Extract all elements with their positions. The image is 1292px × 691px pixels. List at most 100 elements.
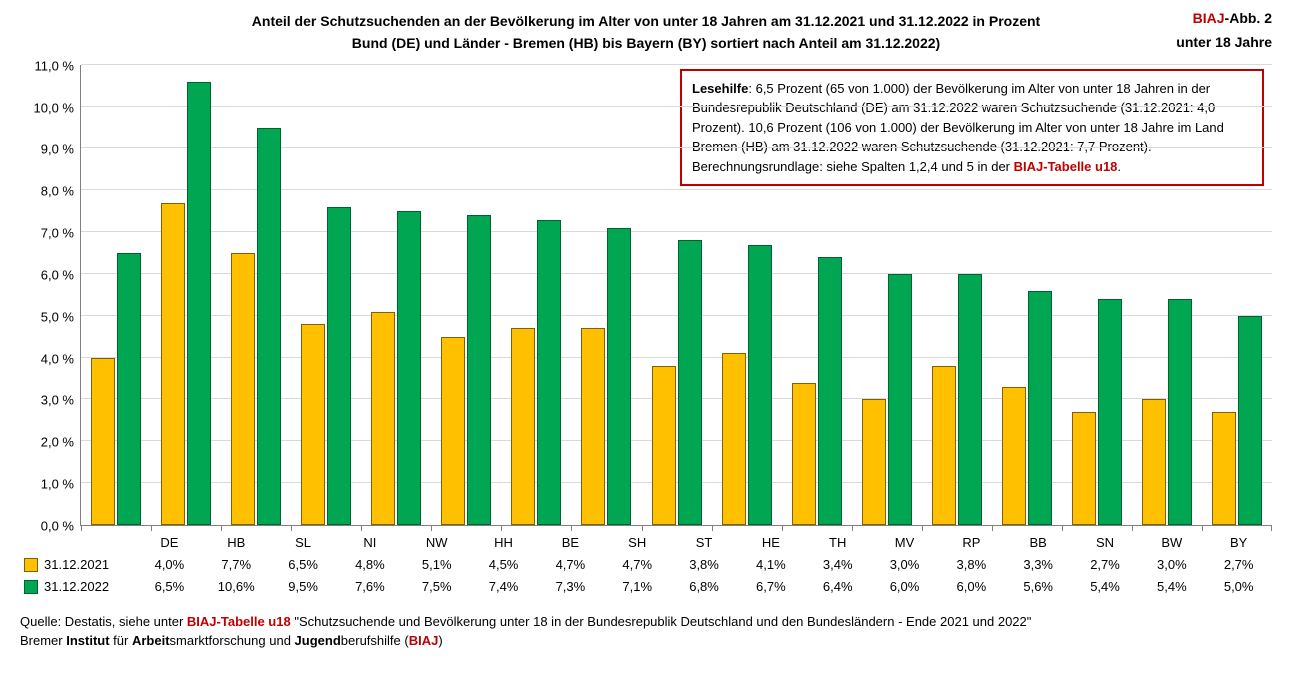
- bar-group: [501, 220, 571, 525]
- value-cell: 3,8%: [938, 554, 1005, 576]
- chart-title-area: BIAJ-Abb. 2 unter 18 Jahre Anteil der Sc…: [20, 10, 1272, 55]
- data-column: NW5,1%7,5%: [403, 532, 470, 598]
- y-axis: 0,0 %1,0 %2,0 %3,0 %4,0 %5,0 %6,0 %7,0 %…: [20, 65, 80, 526]
- value-cell: 3,4%: [804, 554, 871, 576]
- bar: [397, 211, 421, 525]
- x-tick-mark: [1202, 525, 1203, 531]
- value-cell: 7,6%: [336, 576, 403, 598]
- y-tick-label: 3,0 %: [41, 393, 74, 408]
- category-label: NI: [336, 532, 403, 554]
- category-label: BE: [537, 532, 604, 554]
- bar-group: [642, 240, 712, 524]
- bar: [327, 207, 351, 525]
- y-tick-label: 1,0 %: [41, 476, 74, 491]
- bar: [187, 82, 211, 525]
- data-column: RP3,8%6,0%: [938, 532, 1005, 598]
- bar: [792, 383, 816, 525]
- data-column: SL6,5%9,5%: [270, 532, 337, 598]
- y-tick-label: 8,0 %: [41, 184, 74, 199]
- bar: [117, 253, 141, 525]
- value-cell: 3,3%: [1005, 554, 1072, 576]
- bar: [1142, 399, 1166, 524]
- y-tick-label: 5,0 %: [41, 309, 74, 324]
- x-tick-mark: [992, 525, 993, 531]
- value-cell: 7,3%: [537, 576, 604, 598]
- bar: [888, 274, 912, 525]
- data-table: 31.12.2021 31.12.2022 DE4,0%6,5%HB7,7%10…: [20, 532, 1272, 598]
- chart-title-line1: Anteil der Schutzsuchenden an der Bevölk…: [20, 10, 1272, 32]
- legend-label-2021: 31.12.2021: [44, 557, 109, 572]
- bar: [581, 328, 605, 525]
- age-group-label: unter 18 Jahre: [1176, 34, 1272, 50]
- y-tick-label: 10,0 %: [34, 100, 74, 115]
- category-label: SL: [270, 532, 337, 554]
- category-label: NW: [403, 532, 470, 554]
- value-cell: 5,0%: [1205, 576, 1272, 598]
- data-column: DE4,0%6,5%: [136, 532, 203, 598]
- legend-label-2022: 31.12.2022: [44, 579, 109, 594]
- y-tick-label: 2,0 %: [41, 435, 74, 450]
- figure-ref-bottom: unter 18 Jahre: [1176, 34, 1272, 50]
- x-tick-mark: [1132, 525, 1133, 531]
- value-cell: 5,4%: [1072, 576, 1139, 598]
- y-tick-label: 0,0 %: [41, 518, 74, 533]
- source-line2-c: für: [110, 633, 132, 648]
- x-tick-mark: [852, 525, 853, 531]
- x-tick-mark: [922, 525, 923, 531]
- bar: [301, 324, 325, 525]
- x-tick-mark: [1271, 525, 1272, 531]
- data-column: HH4,5%7,4%: [470, 532, 537, 598]
- value-cell: 5,1%: [403, 554, 470, 576]
- value-cell: 3,0%: [871, 554, 938, 576]
- data-column: BE4,7%7,3%: [537, 532, 604, 598]
- bar: [467, 215, 491, 524]
- value-cell: 4,7%: [537, 554, 604, 576]
- y-tick-label: 6,0 %: [41, 267, 74, 282]
- bar: [1238, 316, 1262, 525]
- source-jugend: Jugend: [295, 633, 341, 648]
- bar: [862, 399, 886, 524]
- bar: [607, 228, 631, 525]
- figure-number: -Abb. 2: [1225, 10, 1272, 26]
- bar-group: [151, 82, 221, 525]
- y-tick-label: 9,0 %: [41, 142, 74, 157]
- bar-group: [852, 274, 922, 525]
- bar: [537, 220, 561, 525]
- x-tick-mark: [361, 525, 362, 531]
- bar: [652, 366, 676, 525]
- source-biaj-ref: BIAJ-Tabelle u18: [187, 614, 291, 629]
- value-cell: 2,7%: [1072, 554, 1139, 576]
- bar: [91, 358, 115, 525]
- value-cell: 10,6%: [203, 576, 270, 598]
- legend-column: 31.12.2021 31.12.2022: [20, 532, 136, 598]
- value-cell: 6,5%: [136, 576, 203, 598]
- value-cell: 4,5%: [470, 554, 537, 576]
- bar: [958, 274, 982, 525]
- bar: [441, 337, 465, 525]
- value-cell: 4,0%: [136, 554, 203, 576]
- bar: [1028, 291, 1052, 525]
- value-cell: 6,0%: [938, 576, 1005, 598]
- bar-group: [291, 207, 361, 525]
- bar: [722, 353, 746, 524]
- x-tick-mark: [151, 525, 152, 531]
- value-cell: 2,7%: [1205, 554, 1272, 576]
- x-tick-mark: [782, 525, 783, 531]
- category-label: HE: [737, 532, 804, 554]
- value-cell: 9,5%: [270, 576, 337, 598]
- category-label: BB: [1005, 532, 1072, 554]
- bar-group: [221, 128, 291, 525]
- bar-group: [782, 257, 852, 525]
- source-institut: Institut: [66, 633, 109, 648]
- x-tick-mark: [642, 525, 643, 531]
- value-cell: 6,0%: [871, 576, 938, 598]
- bars-row: [81, 65, 1272, 525]
- bar-group: [431, 215, 501, 524]
- bar: [1072, 412, 1096, 525]
- source-line2-h: ): [438, 633, 442, 648]
- category-label: HB: [203, 532, 270, 554]
- data-column: SH4,7%7,1%: [604, 532, 671, 598]
- y-tick-label: 4,0 %: [41, 351, 74, 366]
- bar: [161, 203, 185, 525]
- value-cell: 6,5%: [270, 554, 337, 576]
